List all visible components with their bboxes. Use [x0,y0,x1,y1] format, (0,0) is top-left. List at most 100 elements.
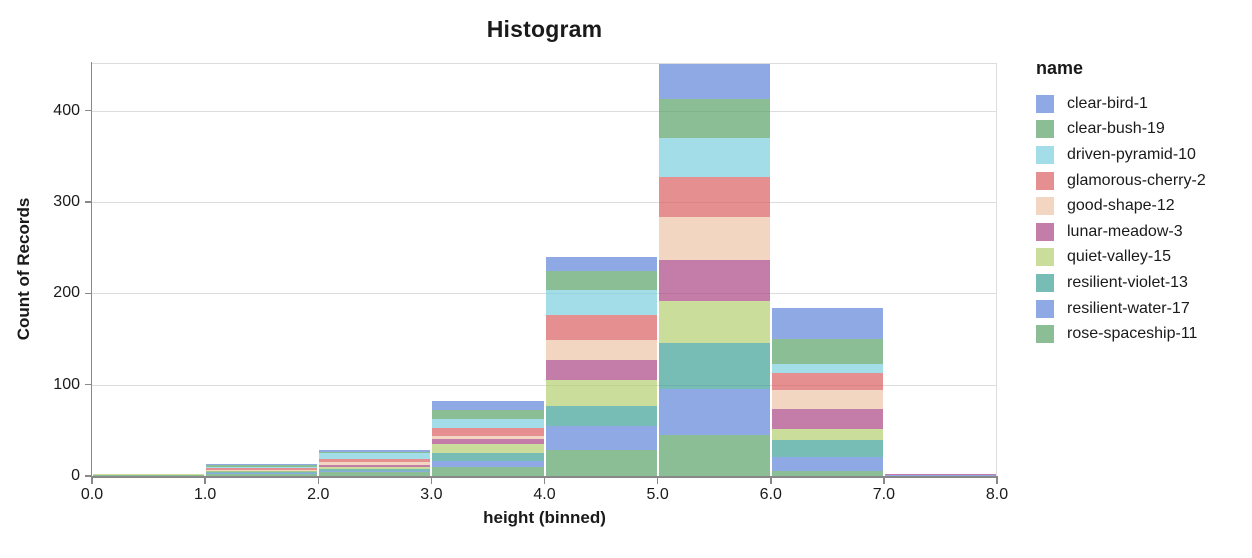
y-tick-label: 300 [53,192,80,210]
bar-segment [658,434,770,476]
x-tick-label: 6.0 [759,486,782,503]
bar-segment [545,405,657,426]
x-tick-label: 8.0 [985,486,1009,503]
y-tick-mark [84,475,91,477]
legend-item-label: quiet-valley-15 [1067,248,1172,266]
bar-segment [206,465,318,467]
legend-item: quiet-valley-15 [1036,245,1252,271]
x-tick-mark [770,478,772,484]
bar-segment [658,177,770,218]
x-tick-label: 4.0 [533,486,556,503]
bar-segment [432,401,544,411]
y-gridline [92,384,997,386]
bar-segment [206,471,318,474]
bar-segment [771,409,883,430]
legend-swatch [1036,145,1054,164]
y-tick-label: 100 [53,375,80,393]
y-tick-mark [84,201,91,203]
bar-segment [771,440,883,457]
y-gridline [92,201,997,203]
plot-border-top [92,63,997,64]
x-tick-mark [317,478,319,484]
y-tick-mark [84,383,91,386]
x-tick-label: 0.0 [80,486,104,503]
bar-segment [319,466,431,469]
plot-border-right [996,63,997,476]
bar-segment [545,380,657,406]
bar-segment [771,429,883,441]
legend-item: driven-pyramid-10 [1036,142,1252,168]
x-tick-mark [883,478,885,484]
x-tick-mark [91,478,93,484]
legend: name clear-bird-1 clear-bush-19 driven-pyr… [1036,58,1252,347]
legend-swatch [1036,299,1054,318]
bar-segment [319,470,431,473]
bar-segment [771,363,883,373]
bar-segment [432,435,544,440]
legend-item-label: lunar-meadow-3 [1067,222,1183,240]
bar-segment [319,452,431,454]
legend-item-label: glamorous-cherry-2 [1067,171,1206,189]
bar-segment [545,256,657,272]
legend-swatch [1036,197,1054,216]
bar-segment [432,419,544,428]
x-tick-mark [996,478,998,484]
bar-segment [432,461,544,467]
legend-item: rose-spaceship-11 [1036,321,1252,347]
bar-segment [658,98,770,138]
y-tick-mark [84,292,91,294]
y-tick-label: 400 [53,101,80,119]
bar-segment [771,372,883,391]
bar-segment [206,470,318,472]
legend-item-label: resilient-water-17 [1067,299,1190,317]
x-tick-mark [430,478,433,484]
legend-title: name [1036,58,1084,78]
bar-segment [545,339,657,360]
bar-segment [545,271,657,290]
bar-segment [658,217,770,261]
bar-segment [658,137,770,178]
x-axis-line [90,476,998,478]
legend-item: lunar-meadow-3 [1036,219,1252,245]
legend-item: clear-bird-1 [1036,91,1252,117]
bar-segment [658,260,770,301]
x-tick-mark [543,478,546,484]
chart-title: Histogram [486,16,603,42]
x-tick-mark [656,478,659,484]
x-tick-mark [204,478,206,484]
bar-segment [319,465,431,467]
y-gridline [92,110,997,112]
bar-segment [432,453,544,462]
bar-segment [319,468,431,471]
bar-segment [432,444,544,454]
bar-segment [206,474,318,476]
legend-item: resilient-water-17 [1036,296,1252,322]
y-axis-title: Count of Records [14,197,33,341]
bar-segment [658,342,770,390]
x-tick-label: 7.0 [872,486,895,503]
x-axis-title: height (binned) [483,508,606,527]
legend-item-label: clear-bird-1 [1067,94,1148,112]
legend-swatch [1036,325,1054,344]
bar-segment [884,475,996,476]
bar-segment [545,425,657,451]
bar-segment [319,453,431,459]
y-tick-label: 0 [71,467,80,484]
bar-segment [206,473,318,475]
y-gridline [92,293,997,295]
bar-segment [319,462,431,466]
bar-segment [658,389,770,435]
y-tick-mark [84,109,91,112]
bar-segment [771,456,883,472]
legend-item: clear-bush-19 [1036,117,1252,143]
bar-segment [432,439,544,445]
legend-swatch [1036,248,1054,267]
bar-segment [206,466,318,468]
bar-segment [545,359,657,381]
legend-swatch [1036,273,1054,292]
legend-item: glamorous-cherry-2 [1036,168,1252,194]
bar-segment [545,315,657,340]
bar-segment [545,289,657,316]
legend-swatch [1036,94,1054,113]
